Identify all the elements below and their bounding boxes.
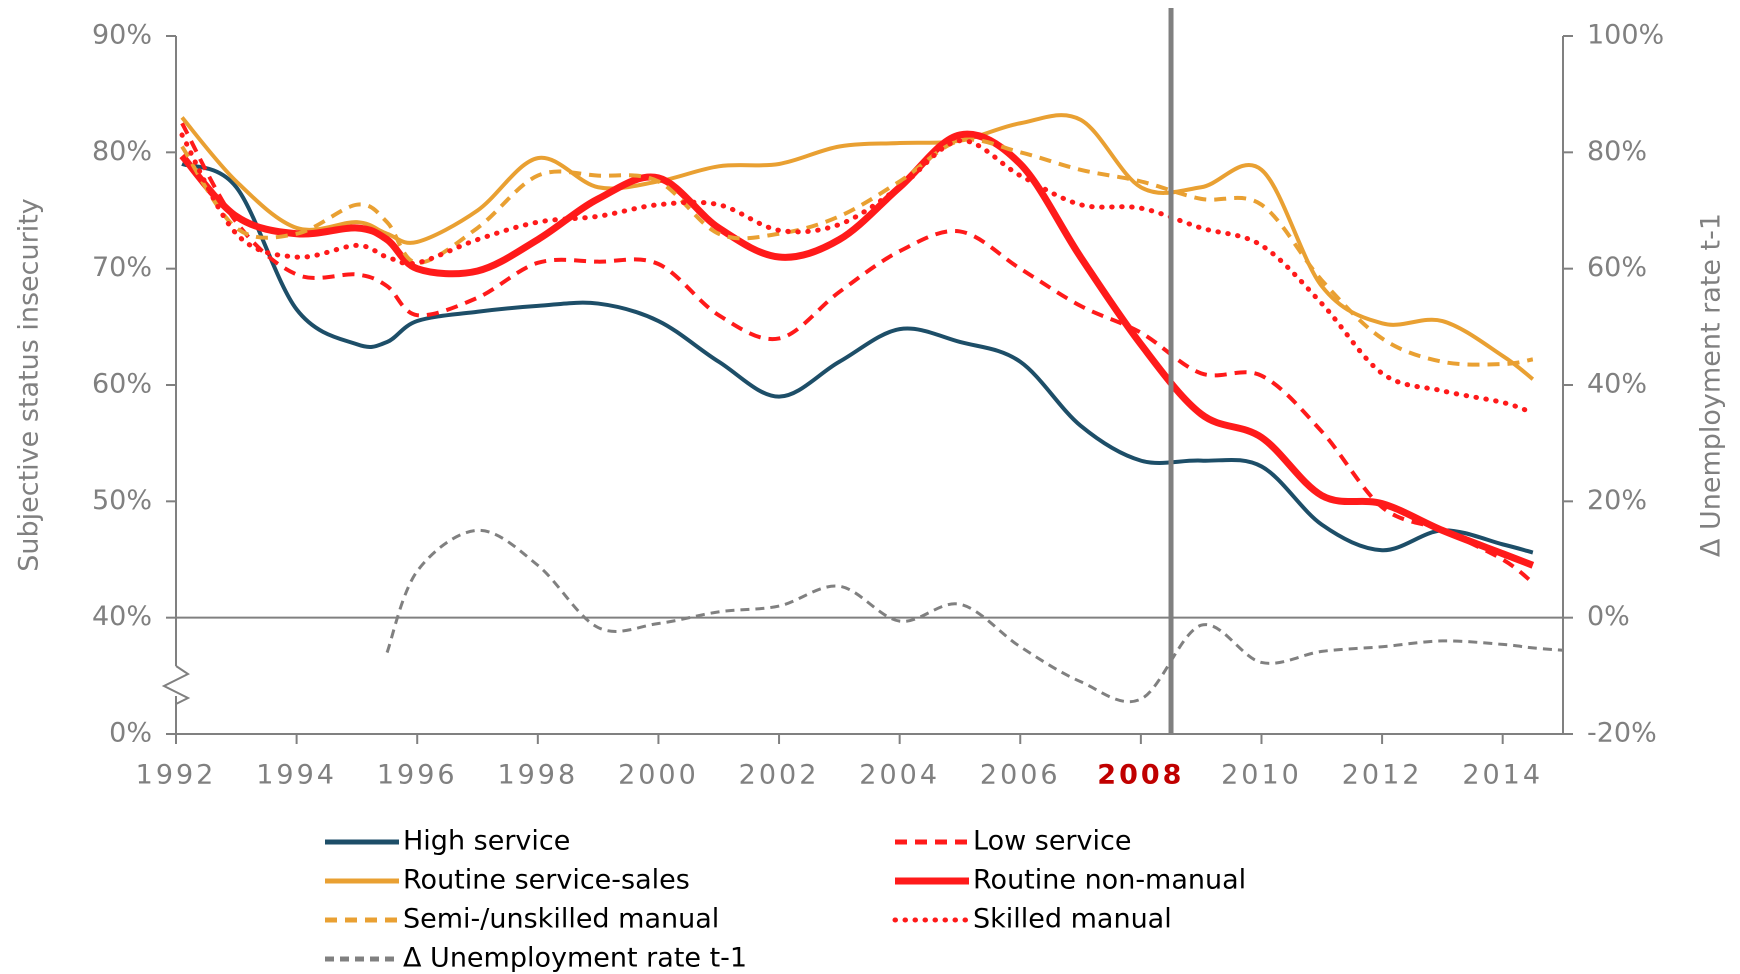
legend-label: Skilled manual [973, 904, 1172, 935]
y-tick-label: 80% [92, 136, 152, 167]
x-tick-label: 1998 [497, 760, 578, 791]
y-tick-label: 90% [92, 20, 152, 51]
series-line [180, 113, 1535, 381]
legend-label: Semi-/unskilled manual [403, 904, 719, 935]
legend-label: Routine non-manual [973, 865, 1246, 896]
x-tick-label: 1994 [256, 760, 337, 791]
x-tick-label: 1992 [136, 760, 217, 791]
series-line [180, 122, 1535, 585]
x-tick-label: 2004 [859, 760, 940, 791]
y-tick-label: 70% [92, 252, 152, 283]
legend-label: Low service [973, 826, 1131, 857]
series-line [180, 137, 1534, 367]
y-tick-label: 40% [92, 601, 152, 632]
x-tick-label: 2014 [1462, 760, 1543, 791]
y-tick-label: 50% [92, 485, 152, 516]
x-tick-label: 2012 [1342, 760, 1423, 791]
x-tick-label: 2010 [1221, 760, 1302, 791]
y2-tick-label: 40% [1587, 369, 1647, 400]
series-line [179, 132, 1536, 416]
legend-label: Δ Unemployment rate t-1 [403, 943, 747, 974]
y2-tick-label: 0% [1587, 601, 1630, 632]
y-tick-label: 60% [92, 369, 152, 400]
y-axis-title: Subjective status insecurity [14, 198, 45, 572]
x-tick-label: 2002 [739, 760, 820, 791]
y2-tick-label: -20% [1587, 718, 1657, 749]
x-tick-label: 1996 [377, 760, 458, 791]
y2-tick-label: 80% [1587, 136, 1647, 167]
series-line [179, 130, 1535, 569]
y2-tick-label: 20% [1587, 485, 1647, 516]
y2-tick-label: 60% [1587, 252, 1647, 283]
series-line [385, 528, 1564, 704]
x-tick-label: 2000 [618, 760, 699, 791]
x-tick-label: 2006 [980, 760, 1061, 791]
axis-break [161, 665, 191, 705]
y2-tick-label: 100% [1587, 20, 1664, 51]
y-tick-label: 0% [109, 718, 152, 749]
y2-axis-title: Δ Unemployment rate t-1 [1696, 213, 1727, 557]
legend-label: High service [403, 826, 570, 857]
legend-label: Routine service-sales [403, 865, 690, 896]
series-line [181, 162, 1534, 555]
x-tick-label: 2008 [1097, 760, 1184, 791]
